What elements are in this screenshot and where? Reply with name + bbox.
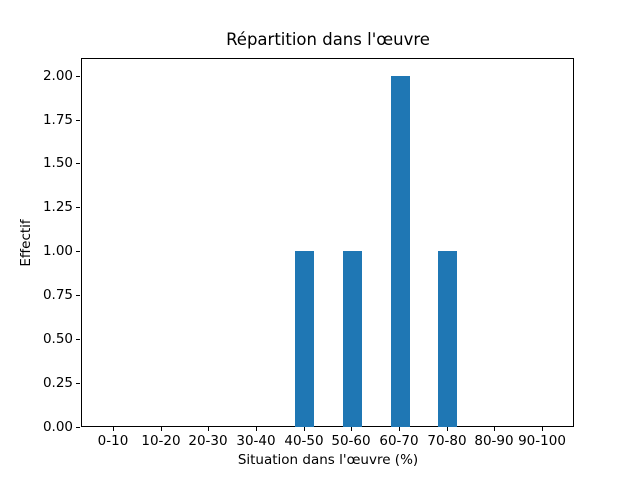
y-tick-label: 1.50	[42, 155, 73, 171]
y-tick-label: 0.00	[42, 419, 73, 435]
x-tick-mark	[208, 427, 209, 431]
y-tick-label: 0.75	[42, 287, 73, 303]
bar-50-60	[343, 251, 362, 427]
x-tick-mark	[161, 427, 162, 431]
y-tick-label: 1.25	[42, 199, 73, 215]
x-tick-label: 40-50	[284, 433, 324, 449]
x-tick-label: 70-80	[427, 433, 467, 449]
x-tick-mark	[304, 427, 305, 431]
y-tick-mark	[76, 295, 80, 296]
x-tick-label: 90-100	[518, 433, 566, 449]
x-tick-mark	[113, 427, 114, 431]
x-tick-mark	[447, 427, 448, 431]
y-tick-mark	[76, 427, 80, 428]
x-tick-mark	[542, 427, 543, 431]
y-tick-label: 0.25	[42, 375, 73, 391]
chart-title: Répartition dans l'œuvre	[226, 30, 430, 49]
bar-70-80	[438, 251, 457, 427]
y-tick-mark	[76, 120, 80, 121]
y-tick-label: 2.00	[42, 68, 73, 84]
y-tick-label: 1.00	[42, 243, 73, 259]
x-tick-label: 50-60	[331, 433, 371, 449]
x-tick-mark	[351, 427, 352, 431]
y-tick-mark	[76, 339, 80, 340]
y-tick-mark	[76, 163, 80, 164]
plot-area	[81, 58, 574, 427]
x-tick-label: 80-90	[474, 433, 514, 449]
bar-40-50	[295, 251, 314, 427]
x-tick-label: 10-20	[141, 433, 181, 449]
y-tick-mark	[76, 383, 80, 384]
x-tick-label: 0-10	[97, 433, 129, 449]
x-tick-mark	[494, 427, 495, 431]
x-tick-mark	[399, 427, 400, 431]
x-tick-label: 20-30	[188, 433, 228, 449]
y-tick-label: 1.75	[42, 112, 73, 128]
bar-60-70	[391, 76, 410, 427]
y-tick-mark	[76, 207, 80, 208]
y-tick-mark	[76, 76, 80, 77]
x-axis-label: Situation dans l'œuvre (%)	[237, 452, 419, 468]
y-tick-label: 0.50	[42, 331, 73, 347]
x-tick-label: 60-70	[379, 433, 419, 449]
y-tick-mark	[76, 251, 80, 252]
x-tick-label: 30-40	[236, 433, 276, 449]
x-tick-mark	[256, 427, 257, 431]
